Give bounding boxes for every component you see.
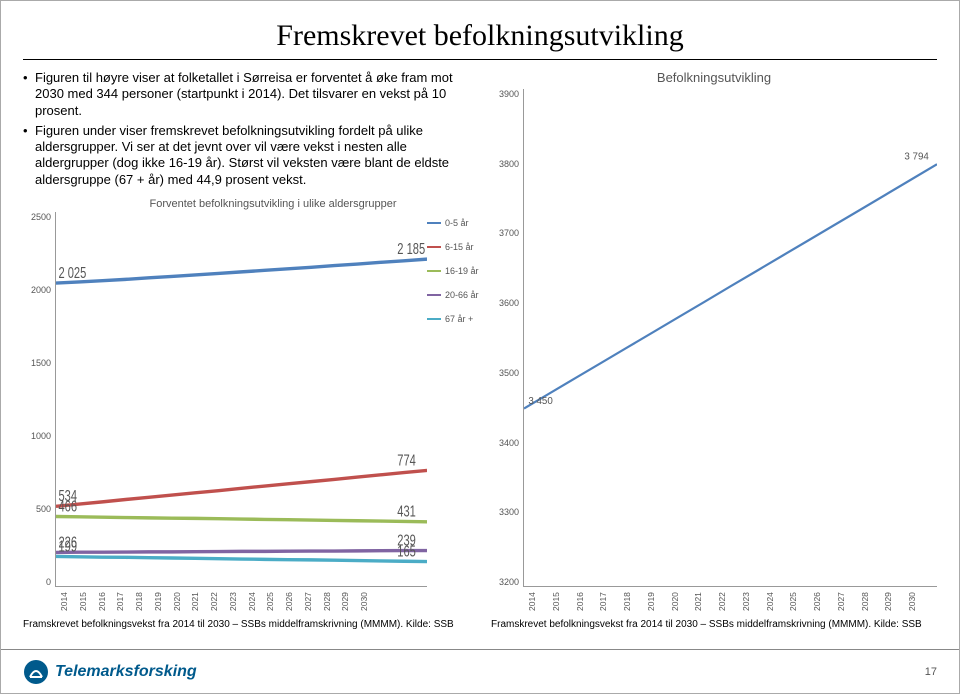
bullets: •Figuren til høyre viser at folketallet … [23,70,483,192]
footer: Telemarksforsking 17 [1,649,959,693]
svg-text:3 794: 3 794 [904,152,929,163]
logo-icon [23,659,49,685]
svg-text:2 025: 2 025 [58,264,86,281]
chart-left: 25002000150010005000 2 0252 185534774466… [23,212,483,615]
logo-text: Telemarksforsking [55,663,197,681]
svg-text:2 185: 2 185 [397,240,425,257]
svg-text:165: 165 [397,542,416,559]
svg-text:3 450: 3 450 [528,396,553,407]
logo: Telemarksforsking [23,659,197,685]
chart-right-title: Befolkningsutvikling [491,70,937,85]
bullet-text: Figuren under viser fremskrevet befolkni… [35,123,483,188]
bullet-text: Figuren til høyre viser at folketallet i… [35,70,483,119]
page-number: 17 [925,666,937,678]
chart-right: 39003800370036003500340033003200 3 4503 … [491,89,937,615]
source-right: Framskrevet befolkningsvekst fra 2014 ti… [491,619,937,630]
svg-text:774: 774 [397,451,416,468]
svg-text:466: 466 [58,497,77,514]
page-title: Fremskrevet befolkningsutvikling [23,19,937,53]
chart-left-subtitle: Forventet befolkningsutvikling i ulike a… [63,198,483,210]
title-divider [23,59,937,60]
svg-text:199: 199 [58,537,77,554]
svg-text:431: 431 [397,503,416,520]
source-left: Framskrevet befolkningsvekst fra 2014 ti… [23,619,483,630]
